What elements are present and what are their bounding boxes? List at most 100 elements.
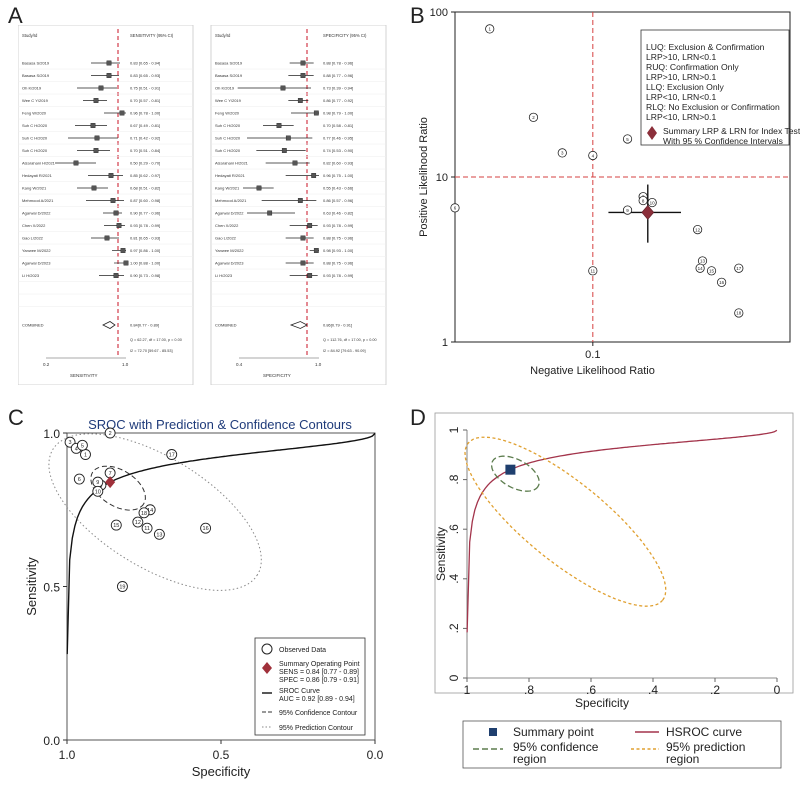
y-tick-label: .4 — [447, 573, 461, 583]
study-point-label: 11 — [144, 526, 150, 532]
sensitivity-ci-label: 0.90 [0.77 - 0.96] — [130, 211, 160, 216]
specificity-point-estimate — [313, 248, 319, 253]
hsroc-curve — [466, 429, 778, 633]
sensitivity-ci-label: 0.75 [0.51 - 0.91] — [130, 86, 160, 91]
sensitivity-frame — [18, 25, 194, 385]
specificity-study-name: Gao L/2022 — [215, 236, 237, 241]
specificity-study-name: Oh K/2019 — [215, 86, 235, 91]
legend-observed-text: Observed Data — [279, 647, 326, 654]
x-tick-label: .8 — [524, 683, 534, 697]
specificity-point-estimate — [313, 110, 319, 116]
specificity-heterogeneity-q: Q = 112.76, df = 17.00, p = 0.00 — [323, 338, 377, 342]
hsroc-panel: 1 .8 .6 .4 .2 0 0 .2 .4 .6 .8 1 Specificity Sensitivi… — [434, 412, 794, 769]
specificity-ci-label: 0.63 [0.46 - 0.82] — [323, 211, 353, 216]
x-axis-label: Negative Likelihood Ratio — [530, 365, 655, 377]
study-point — [622, 205, 633, 215]
legend-summary-text: Summary Operating Point — [279, 661, 360, 668]
confidence-region — [490, 455, 540, 492]
specificity-ci-label: 0.55 [0.43 - 0.66] — [323, 186, 353, 191]
specificity-heterogeneity-i2: I2 = 84.92 [79.63 - 90.09] — [323, 349, 366, 353]
specificity-study-name: Basasa S/2019 — [215, 73, 243, 78]
sroc-curve — [66, 432, 376, 655]
specificity-point-estimate — [300, 60, 306, 66]
sensitivity-study-name: Hedayati R/2021 — [22, 173, 53, 178]
specificity-study-name: Kang W/2021 — [215, 186, 240, 191]
panel-label-d: D — [410, 405, 426, 430]
specificity-ci-label: 0.98 [0.79 - 1.00] — [323, 111, 353, 116]
specificity-header: SPECIFICITY (95% CI) — [323, 33, 367, 38]
study-point — [132, 516, 144, 528]
sensitivity-ci-label: 0.93 [0.78 - 0.99] — [130, 223, 160, 228]
specificity-point-estimate — [280, 85, 286, 91]
study-point — [734, 263, 744, 273]
study-point — [638, 195, 648, 206]
specificity-ci-label: 0.93 [0.78 - 0.99] — [323, 273, 353, 278]
sensitivity-ci-label: 1.00 [0.88 - 1.00] — [130, 261, 160, 266]
study-point-label: 4 — [75, 446, 78, 452]
study-point-label: 9 — [626, 208, 629, 213]
specificity-tick-max: 1.0 — [315, 362, 322, 367]
study-point-label: 12 — [135, 520, 141, 526]
study-point — [138, 507, 150, 519]
sensitivity-combined-value: 0.84[0.77 - 0.89] — [130, 323, 159, 328]
likelihood-ratio-panel: 1 10 100 0.1 Negative Likelihood Ratio Positi… — [418, 7, 800, 377]
specificity-point-estimate — [281, 148, 287, 153]
study-point-label: 6 — [454, 206, 457, 211]
panel-label-a: A — [8, 3, 23, 28]
specificity-combined-label: COMBINED — [215, 323, 237, 328]
plot-outer-frame — [434, 412, 794, 694]
study-point — [717, 277, 727, 287]
sensitivity-point-estimate — [106, 60, 112, 66]
study-point — [557, 148, 567, 158]
legend-conf-text-2: region — [513, 752, 546, 766]
study-point-label: 4 — [592, 153, 595, 158]
sensitivity-study-name: Feng W/2020 — [22, 111, 47, 116]
forest-plot-panel: Study/Id SENSITIVITY (95% CI) 0.2 1.0 SENSIT… — [18, 25, 387, 385]
study-point — [110, 519, 122, 531]
x-tick-label: 0.5 — [213, 748, 230, 762]
panel-label-c: C — [8, 405, 24, 430]
specificity-ci-label: 0.88 [0.78 - 0.96] — [323, 61, 353, 66]
x-tick-label: .4 — [648, 683, 658, 697]
study-point — [116, 581, 128, 592]
sensitivity-point-estimate — [98, 85, 104, 91]
study-point-label: 14 — [698, 266, 704, 271]
study-point — [695, 263, 705, 273]
study-point — [622, 134, 633, 144]
study-point-label: 3 — [561, 151, 564, 156]
specificity-tick-min: 0.4 — [236, 362, 243, 367]
study-point-label: 13 — [156, 532, 162, 538]
specificity-point-estimate — [297, 98, 303, 103]
specificity-study-name: Agarwal D/2022 — [215, 211, 244, 216]
specificity-ci-label: 0.86 [0.77 - 0.92] — [323, 98, 353, 103]
sensitivity-study-name: Oh K/2019 — [22, 86, 42, 91]
study-point-label: 7 — [109, 471, 112, 477]
sensitivity-ci-label: 0.50 [0.29 - 0.70] — [130, 161, 160, 166]
x-axis-label: Specificity — [192, 764, 251, 779]
sensitivity-study-name: Gao L/2022 — [22, 236, 44, 241]
x-axis-label: Specificity — [575, 696, 629, 710]
specificity-point-estimate — [300, 73, 306, 78]
legend-pred-text: 95% Prediction Contour — [279, 725, 354, 732]
legend-text: LRP<10, LRN<0.1 — [646, 92, 716, 102]
y-tick-label: 10 — [436, 172, 448, 184]
sensitivity-ci-label: 0.70 [0.51 - 0.84] — [130, 148, 160, 153]
specificity-study-name: Yanwee M/2022 — [215, 248, 244, 253]
study-point-label: 5 — [626, 137, 629, 142]
specificity-ci-label: 0.73 [0.39 - 0.94] — [323, 86, 353, 91]
study-point-label: 3 — [69, 440, 72, 446]
sensitivity-ci-label: 0.81 [0.65 - 0.93] — [130, 236, 160, 241]
specificity-point-estimate — [297, 198, 303, 203]
study-point — [485, 24, 495, 34]
legend-text: LUQ: Exclusion & Confirmation — [646, 42, 765, 52]
specificity-study-name: Mehmood A/2021 — [215, 198, 247, 203]
specificity-study-name: Alzarahani H/2021 — [215, 161, 249, 166]
study-point-label: 6 — [78, 477, 81, 483]
specificity-point-estimate — [300, 235, 306, 241]
sensitivity-point-estimate — [123, 260, 129, 266]
sensitivity-ci-label: 0.68 [0.51 - 0.82] — [130, 186, 160, 191]
study-point-label: 15 — [113, 523, 119, 529]
sensitivity-tick-min: 0.2 — [43, 362, 50, 367]
summary-diamond — [641, 204, 655, 220]
sensitivity-ci-label: 0.87 [0.60 - 0.98] — [130, 198, 160, 203]
